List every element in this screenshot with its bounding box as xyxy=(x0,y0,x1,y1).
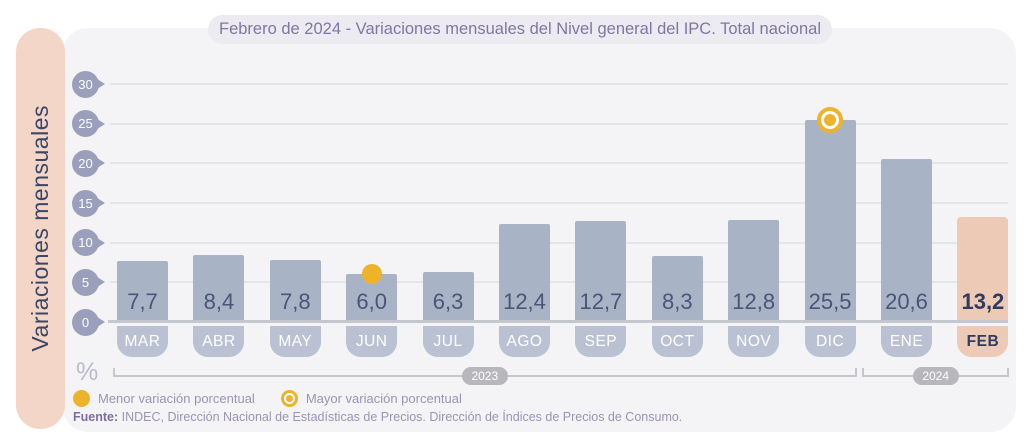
y-axis-tick-value: 20 xyxy=(78,155,93,171)
bar-value-feb: 13,2 xyxy=(961,289,1005,314)
year-bracket-2024: 2024 xyxy=(862,367,1010,385)
y-axis-tick-value: 15 xyxy=(78,195,93,211)
legend-min-label: Menor variación porcentual xyxy=(98,391,255,406)
x-axis-line xyxy=(108,320,1008,323)
bar-may xyxy=(269,260,321,322)
source-prefix: Fuente: xyxy=(73,410,119,424)
y-axis-tick-15: 15 xyxy=(72,189,105,217)
bar-value-ago: 12,4 xyxy=(503,289,546,314)
unit-label: % xyxy=(76,358,99,386)
x-tick-jul: JUL xyxy=(422,326,474,357)
y-axis-title: Variaciones mensuales xyxy=(16,28,65,429)
min-variation-marker-icon xyxy=(361,264,382,285)
gridline-30 xyxy=(110,83,1008,85)
y-axis-tick-5: 5 xyxy=(72,268,105,296)
y-axis-tick-value: 30 xyxy=(78,76,93,92)
legend-max-label: Mayor variación porcentual xyxy=(305,391,462,406)
legend-item-min: Menor variación porcentual xyxy=(73,390,255,407)
bar-value-dic: 25,5 xyxy=(808,289,852,314)
year-bracket-2023: 2023 xyxy=(113,367,857,385)
bar-value-abr: 8,4 xyxy=(203,289,235,314)
bar-value-jul: 6,3 xyxy=(432,289,464,314)
bar-ago xyxy=(499,223,550,322)
page-title-text: Febrero de 2024 - Variaciones mensuales … xyxy=(219,20,821,38)
y-axis-tick-10: 10 xyxy=(72,229,105,257)
x-tick-abr: ABR xyxy=(193,326,245,357)
bar-value-oct: 8,3 xyxy=(662,289,693,314)
bar-value-jun: 6,0 xyxy=(356,289,387,314)
page-title: Febrero de 2024 - Variaciones mensuales … xyxy=(208,15,832,44)
x-tick-nov: NOV xyxy=(728,326,780,357)
bar-abr xyxy=(193,255,245,322)
y-axis-tick-pointer-icon xyxy=(94,156,105,171)
bar-value-ene: 20,6 xyxy=(885,289,928,314)
y-axis-tick-pointer-icon xyxy=(94,315,105,329)
gridline-10 xyxy=(110,241,1008,244)
bar-value-sep: 12,7 xyxy=(579,289,623,314)
x-tick-may: MAY xyxy=(269,326,321,357)
y-axis-tick-30: 30 xyxy=(72,70,105,98)
gridline-15 xyxy=(110,202,1008,204)
bar-value-nov: 12,8 xyxy=(732,289,776,314)
bar-oct xyxy=(651,256,703,322)
y-axis-tick-value: 5 xyxy=(81,274,90,290)
bar-mar xyxy=(117,260,168,322)
x-tick-oct: OCT xyxy=(651,326,703,357)
bar-feb xyxy=(957,217,1009,322)
bar-dic xyxy=(804,119,856,322)
y-axis-tick-20: 20 xyxy=(72,149,105,177)
gridline-20 xyxy=(110,162,1008,165)
y-axis-title-text: Variaciones mensuales xyxy=(27,105,53,352)
y-axis-tick-pointer-icon xyxy=(94,196,105,210)
y-axis-tick-value: 0 xyxy=(81,314,90,330)
y-axis-tick-value: 10 xyxy=(78,235,93,251)
x-tick-ago: AGO xyxy=(499,326,550,357)
x-tick-mar: MAR xyxy=(117,326,168,357)
bar-nov xyxy=(728,220,780,322)
max-variation-ring-icon xyxy=(280,390,298,407)
source-text: INDEC, Dirección Nacional de Estadística… xyxy=(118,410,683,424)
y-axis-tick-pointer-icon xyxy=(94,235,105,250)
year-label-2023: 2023 xyxy=(461,367,508,385)
bar-value-mar: 7,7 xyxy=(127,289,158,314)
source-note: Fuente: INDEC, Dirección Nacional de Est… xyxy=(73,410,682,424)
x-tick-jun: JUN xyxy=(346,326,398,357)
max-variation-marker-icon xyxy=(817,106,844,133)
min-variation-dot-icon xyxy=(73,390,90,407)
legend-item-max: Mayor variación porcentual xyxy=(280,390,462,407)
year-label-2024: 2024 xyxy=(912,367,959,385)
bar-sep xyxy=(575,221,627,322)
bar-jul xyxy=(422,272,474,322)
y-axis-tick-value: 25 xyxy=(78,116,93,132)
y-axis-tick-0: 0 xyxy=(72,308,105,336)
x-tick-feb: FEB xyxy=(957,326,1009,357)
chart-legend: Menor variación porcentual Mayor variaci… xyxy=(73,390,462,407)
gridline-5 xyxy=(110,281,1008,284)
y-axis-tick-pointer-icon xyxy=(94,116,105,131)
bar-value-may: 7,8 xyxy=(280,289,311,314)
x-tick-dic: DIC xyxy=(804,326,856,357)
y-axis-tick-pointer-icon xyxy=(94,77,105,91)
y-axis-tick-25: 25 xyxy=(72,110,105,138)
x-tick-ene: ENE xyxy=(881,326,932,357)
x-tick-sep: SEP xyxy=(575,326,627,357)
y-axis-tick-pointer-icon xyxy=(94,275,105,290)
bar-ene xyxy=(881,158,932,322)
gridline-25 xyxy=(110,122,1008,125)
